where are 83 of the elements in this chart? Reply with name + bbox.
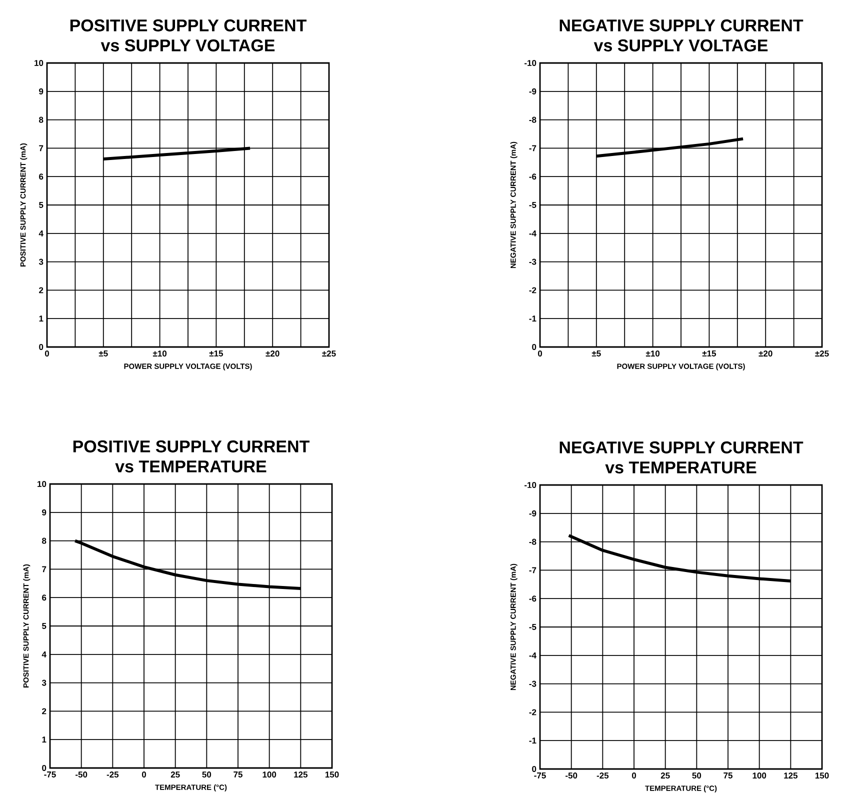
x-tick-label: ±25 (322, 350, 336, 357)
y-tick-label: 3 (42, 680, 46, 686)
y-tick-label: 5 (42, 623, 46, 629)
x-tick-label: 150 (815, 772, 829, 779)
x-tick-label: 0 (538, 350, 542, 357)
y-tick-label: 7 (39, 145, 44, 152)
y-tick-label: 0 (532, 344, 536, 350)
y-tick-label: 0 (532, 766, 536, 772)
line-series (594, 137, 745, 158)
x-tick-label: 25 (660, 772, 670, 779)
y-tick-label: 1 (39, 316, 44, 322)
x-tick-label: 125 (294, 772, 308, 778)
y-tick-label: 10 (34, 60, 44, 66)
x-tick-label: ±5 (592, 350, 601, 356)
x-tick-label: ±15 (209, 350, 224, 356)
x-tick-label: ±10 (646, 350, 660, 357)
y-tick-label: 2 (39, 287, 44, 294)
y-tick-label: 0 (39, 344, 44, 350)
y-tick-label: -7 (529, 145, 536, 152)
y-tick-label: 6 (39, 174, 44, 180)
x-tick-label: 50 (692, 772, 702, 779)
y-tick-label: 4 (42, 651, 46, 658)
x-tick-label: 75 (234, 772, 242, 778)
y-tick-label: 0 (42, 765, 46, 772)
x-tick-label: ±15 (702, 350, 716, 356)
x-tick-label: ±20 (266, 350, 280, 357)
y-tick-label: 2 (42, 708, 46, 714)
y-tick-label: -8 (529, 538, 536, 545)
x-tick-label: -50 (566, 772, 578, 779)
y-tick-label: 6 (42, 594, 46, 601)
line-series (102, 146, 252, 160)
chart-title: POSITIVE SUPPLY CURRENT vs SUPPLY VOLTAGE (70, 19, 307, 52)
y-tick-label: 9 (39, 88, 44, 94)
x-tick-label: 100 (752, 772, 766, 779)
x-tick-label: -25 (596, 772, 609, 779)
y-tick-label: -7 (529, 567, 536, 574)
line-series (567, 534, 792, 582)
chart-title: NEGATIVE SUPPLY CURRENT vs SUPPLY VOLTAGE (560, 19, 804, 52)
x-tick-label: -75 (534, 772, 546, 778)
y-tick-label: -6 (529, 596, 536, 602)
y-tick-label: -10 (524, 482, 536, 488)
x-tick-label: -50 (76, 772, 88, 778)
y-tick-label: -9 (529, 510, 536, 516)
y-tick-label: -4 (529, 652, 536, 658)
x-tick-label: ±25 (815, 350, 829, 357)
x-tick-label: 125 (784, 772, 798, 779)
y-tick-label: -5 (529, 624, 536, 630)
y-tick-label: -8 (529, 116, 536, 123)
y-tick-label: -2 (529, 287, 536, 294)
chart-title: POSITIVE SUPPLY CURRENT vs TEMPERATURE (73, 440, 310, 472)
x-tick-label: 75 (724, 772, 732, 778)
x-tick-label: 50 (202, 772, 212, 778)
x-tick-label: 100 (262, 772, 276, 778)
x-tick-label: -25 (106, 772, 119, 778)
y-tick-label: -10 (524, 60, 536, 66)
y-tick-label: 4 (38, 230, 44, 236)
x-tick-label: ±20 (758, 350, 772, 357)
y-tick-label: 5 (39, 202, 44, 208)
y-tick-label: 10 (38, 480, 46, 487)
y-tick-label: 7 (42, 566, 46, 572)
line-series (74, 539, 302, 590)
x-tick-label: ±10 (152, 350, 167, 357)
y-tick-label: -2 (529, 709, 536, 716)
x-tick-label: -75 (44, 772, 56, 778)
x-tick-label: 25 (170, 772, 180, 778)
y-tick-label: 8 (39, 116, 44, 123)
y-tick-label: -1 (529, 738, 536, 744)
y-tick-label: 9 (42, 509, 46, 516)
y-tick-label: -4 (529, 230, 536, 236)
x-tick-label: 0 (142, 772, 146, 778)
y-tick-label: -1 (529, 316, 536, 322)
y-tick-label: 1 (42, 736, 46, 743)
y-tick-label: -3 (529, 258, 536, 265)
x-tick-label: ±5 (98, 350, 108, 356)
y-tick-label: 3 (38, 258, 44, 265)
x-tick-label: 0 (632, 772, 636, 779)
x-tick-label: 150 (325, 772, 339, 778)
y-tick-label: -6 (529, 174, 536, 180)
y-tick-label: -9 (529, 88, 536, 94)
y-tick-label: -3 (529, 680, 536, 687)
y-tick-label: -5 (529, 202, 536, 208)
y-tick-label: 8 (42, 538, 46, 544)
chart-title: NEGATIVE SUPPLY CURRENT vs TEMPERATURE (560, 441, 804, 474)
